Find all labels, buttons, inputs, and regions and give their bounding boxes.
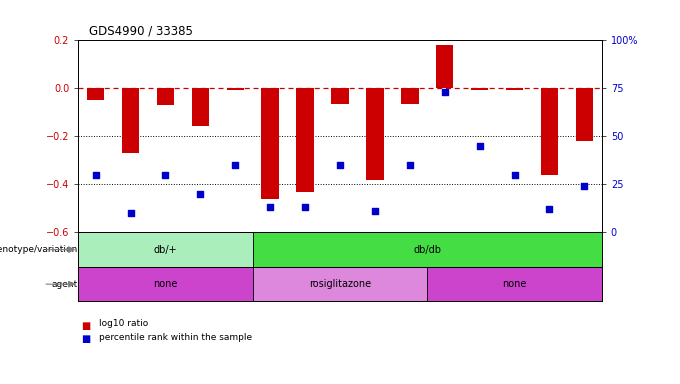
Point <box>195 191 206 197</box>
Text: log10 ratio: log10 ratio <box>99 319 148 328</box>
Text: ■: ■ <box>82 334 91 344</box>
Bar <box>253 267 427 301</box>
Bar <box>78 232 253 267</box>
Point <box>335 162 345 168</box>
Point <box>230 162 241 168</box>
Text: db/+: db/+ <box>154 245 177 255</box>
Bar <box>226 88 244 89</box>
Bar <box>331 88 349 104</box>
Bar <box>296 88 313 192</box>
Text: ■: ■ <box>82 321 91 331</box>
Bar <box>436 45 454 88</box>
Bar <box>541 88 558 175</box>
Point <box>509 172 520 178</box>
Point <box>90 172 101 178</box>
Bar <box>192 88 209 126</box>
Point <box>369 208 380 214</box>
Text: none: none <box>503 279 527 289</box>
Point <box>474 143 485 149</box>
Point <box>160 172 171 178</box>
Bar <box>261 88 279 199</box>
Point <box>265 204 275 210</box>
Bar <box>78 267 253 301</box>
Point <box>544 206 555 212</box>
Text: agent: agent <box>52 280 78 289</box>
Text: percentile rank within the sample: percentile rank within the sample <box>99 333 252 342</box>
Text: GDS4990 / 33385: GDS4990 / 33385 <box>88 25 192 38</box>
Bar <box>506 88 524 89</box>
Point <box>300 204 311 210</box>
Text: db/db: db/db <box>413 245 441 255</box>
Point <box>579 183 590 189</box>
Bar <box>471 88 488 89</box>
Bar <box>122 88 139 153</box>
Bar <box>575 88 593 141</box>
Point <box>405 162 415 168</box>
Text: none: none <box>153 279 177 289</box>
Bar <box>401 88 418 104</box>
Point <box>439 89 450 95</box>
Bar <box>87 88 105 100</box>
Text: genotype/variation: genotype/variation <box>0 245 78 254</box>
Point <box>125 210 136 216</box>
Text: rosiglitazone: rosiglitazone <box>309 279 371 289</box>
Bar <box>253 232 602 267</box>
Bar <box>427 267 602 301</box>
Bar <box>366 88 384 180</box>
Bar <box>156 88 174 105</box>
